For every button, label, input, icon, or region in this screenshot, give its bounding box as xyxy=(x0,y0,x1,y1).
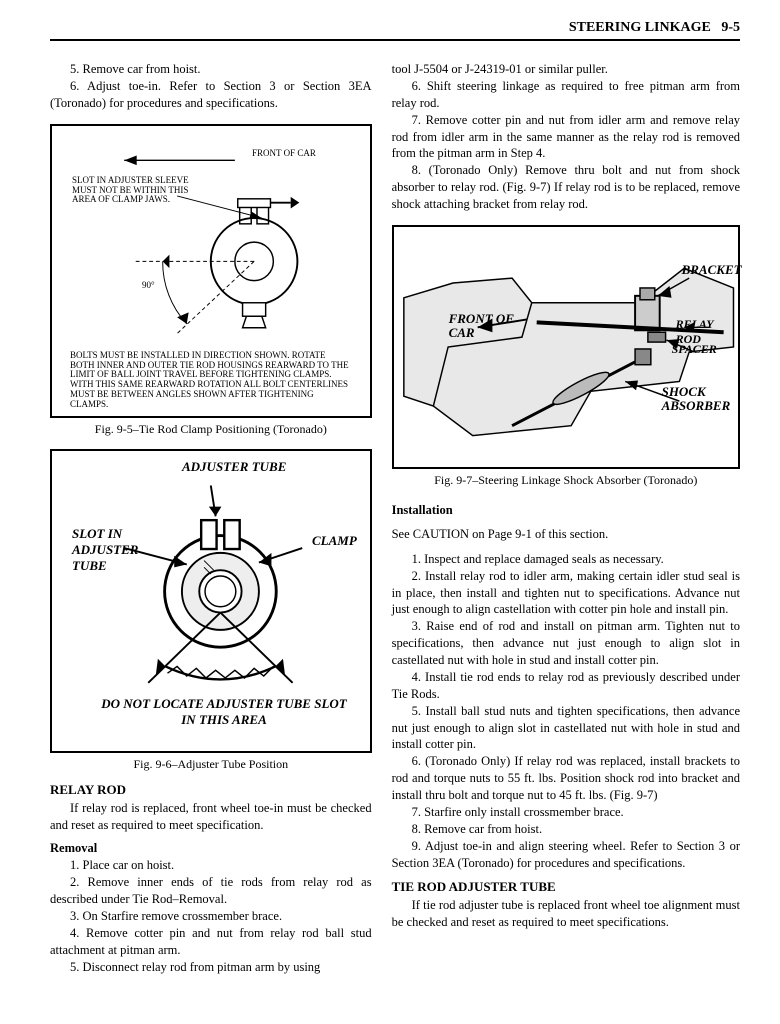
relay-intro: If relay rod is replaced, front wheel to… xyxy=(50,800,372,834)
fig97-front: FRONT OF CAR xyxy=(449,312,519,341)
fig97-caption: Fig. 9-7–Steering Linkage Shock Absorber… xyxy=(392,473,740,488)
caution: See CAUTION on Page 9-1 of this section. xyxy=(392,526,740,543)
fig95-angle: 90° xyxy=(142,281,155,291)
header-section: STEERING LINKAGE xyxy=(569,20,711,35)
removal-title: Removal xyxy=(50,841,372,856)
fig96-adjtube: ADJUSTER TUBE xyxy=(182,459,286,475)
inst-3: 3. Raise end of rod and install on pitma… xyxy=(392,618,740,669)
inst-4: 4. Install tie rod ends to relay rod as … xyxy=(392,669,740,703)
rem-4: 4. Remove cotter pin and nut from relay … xyxy=(50,925,372,959)
rem-5: 5. Disconnect relay rod from pitman arm … xyxy=(50,959,372,976)
fig96-clamp: CLAMP xyxy=(312,533,357,549)
left-step5: 5. Remove car from hoist. xyxy=(50,61,372,78)
inst-1: 1. Inspect and replace damaged seals as … xyxy=(392,551,740,568)
installation-title: Installation xyxy=(392,503,740,518)
rem-1: 1. Place car on hoist. xyxy=(50,857,372,874)
fig95-slot: SLOT IN ADJUSTER SLEEVE MUST NOT BE WITH… xyxy=(72,176,202,206)
header-page: 9-5 xyxy=(721,20,740,35)
fig96-slot: SLOT IN ADJUSTER TUBE xyxy=(72,526,152,574)
figure-9-6: ADJUSTER TUBE SLOT IN ADJUSTER TUBE CLAM… xyxy=(50,449,372,753)
figure-9-5: FRONT OF CAR SLOT IN ADJUSTER SLEEVE MUS… xyxy=(50,124,372,418)
inst-6: 6. (Toronado Only) If relay rod was repl… xyxy=(392,753,740,804)
fig95-front: FRONT OF CAR xyxy=(252,149,316,159)
inst-5: 5. Install ball stud nuts and tighten sp… xyxy=(392,703,740,754)
fig97-bracket: BRACKET xyxy=(682,262,742,278)
relay-rod-title: RELAY ROD xyxy=(50,782,372,798)
inst-8: 8. Remove car from hoist. xyxy=(392,821,740,838)
inst-9: 9. Adjust toe-in and align steering whee… xyxy=(392,838,740,872)
fig95-caption: Fig. 9-5–Tie Rod Clamp Positioning (Toro… xyxy=(50,422,372,437)
tierod-title: TIE ROD ADJUSTER TUBE xyxy=(392,879,740,895)
page-header: STEERING LINKAGE 9-5 xyxy=(50,20,740,41)
inst-7: 7. Starfire only install crossmember bra… xyxy=(392,804,740,821)
tierod-text: If tie rod adjuster tube is replaced fro… xyxy=(392,897,740,931)
right-r6: 6. Shift steering linkage as required to… xyxy=(392,78,740,112)
fig95-bottom-note: BOLTS MUST BE INSTALLED IN DIRECTION SHO… xyxy=(70,351,352,410)
fig97-shock: SHOCK ABSORBER xyxy=(662,385,742,414)
fig96-warning: DO NOT LOCATE ADJUSTER TUBE SLOT IN THIS… xyxy=(94,696,354,728)
fig97-spacer: SPACER xyxy=(672,342,717,357)
inst-2: 2. Install relay rod to idler arm, makin… xyxy=(392,568,740,619)
rem-3: 3. On Starfire remove crossmember brace. xyxy=(50,908,372,925)
right-r7: 7. Remove cotter pin and nut from idler … xyxy=(392,112,740,163)
right-r8: 8. (Toronado Only) Remove thru bolt and … xyxy=(392,162,740,213)
rem-2: 2. Remove inner ends of tie rods from re… xyxy=(50,874,372,908)
right-cont: tool J-5504 or J-24319-01 or similar pul… xyxy=(392,61,740,78)
fig96-caption: Fig. 9-6–Adjuster Tube Position xyxy=(50,757,372,772)
figure-9-7: FRONT OF CAR BRACKET RELAY ROD SPACER SH… xyxy=(392,225,740,469)
left-step6: 6. Adjust toe-in. Refer to Section 3 or … xyxy=(50,78,372,112)
